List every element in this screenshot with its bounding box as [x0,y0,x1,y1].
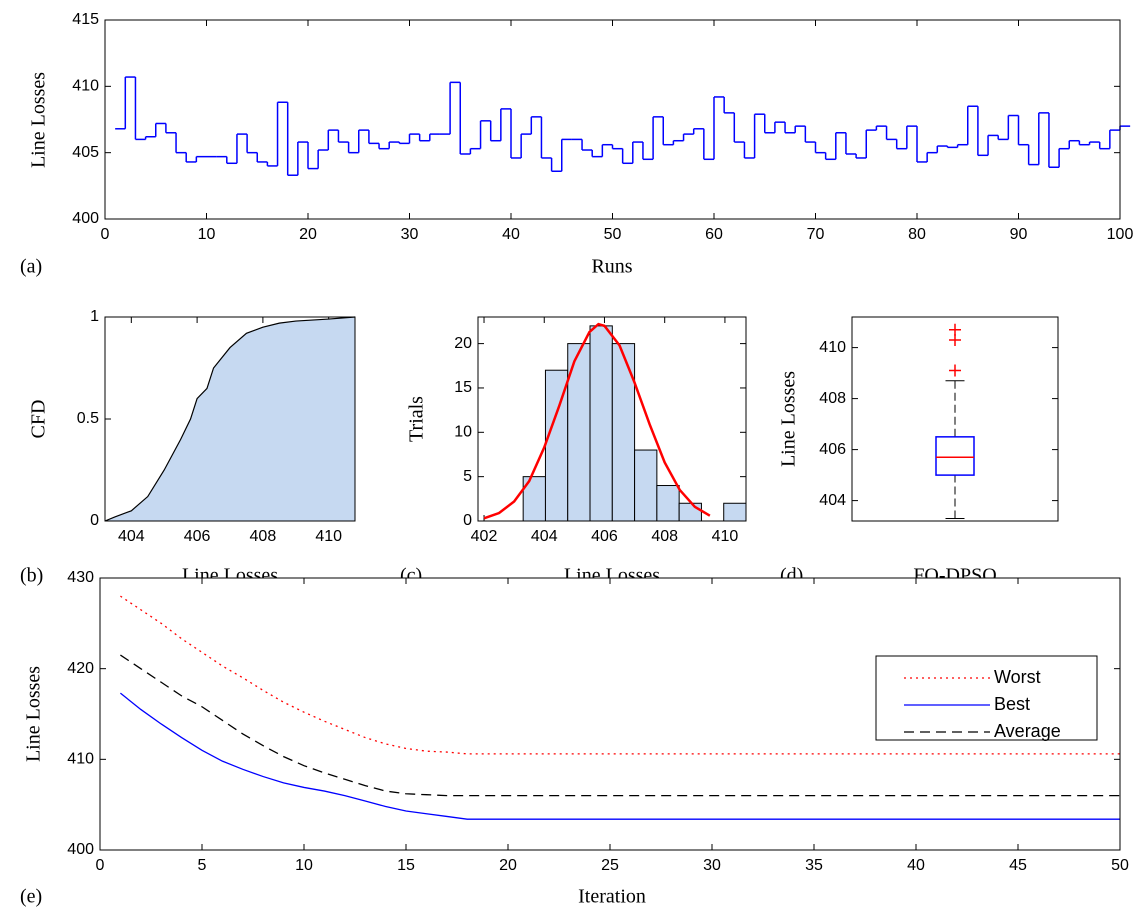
x-tick-label: 0 [101,226,110,243]
x-tick-label: 5 [198,857,207,874]
panel-label: (e) [20,886,42,908]
y-axis-label: Trials [406,396,428,442]
y-tick-label: 410 [67,751,94,768]
y-tick-label: 400 [72,210,99,227]
y-tick-label: 0.5 [77,410,99,427]
axes-frame [104,19,1121,220]
x-tick-label: 90 [1010,226,1028,243]
x-tick-label: 20 [299,226,317,243]
outlier [949,323,961,336]
legend-label: Average [994,721,1061,741]
y-tick-label: 20 [454,335,472,352]
x-tick-label: 408 [250,528,277,545]
axes-frame [477,316,747,522]
x-tick-label: 410 [712,528,739,545]
y-tick-label: 400 [67,841,94,858]
y-tick-label: 406 [819,441,846,458]
x-tick-label: 404 [531,528,558,545]
x-tick-label: 20 [499,857,517,874]
x-tick-label: 402 [471,528,498,545]
bar [634,449,658,522]
y-tick-label: 5 [463,468,472,485]
outlier [949,333,961,346]
y-tick-label: 10 [454,424,472,441]
y-tick-label: 405 [72,144,99,161]
bar [656,485,680,522]
y-tick-label: 410 [72,78,99,95]
x-tick-label: 40 [907,857,925,874]
y-tick-label: 420 [67,660,94,677]
box [935,436,975,476]
x-tick-label: 45 [1009,857,1027,874]
y-tick-label: 1 [90,308,99,325]
x-tick-label: 40 [502,226,520,243]
x-tick-label: 50 [604,226,622,243]
x-tick-label: 35 [805,857,823,874]
y-axis-label: Line Losses [778,371,800,467]
x-tick-label: 30 [703,857,721,874]
y-tick-label: 415 [72,11,99,28]
panel-label: (b) [20,565,43,587]
bar [678,502,702,522]
x-tick-label: 404 [118,528,145,545]
series-line [120,654,1120,797]
x-tick-label: 406 [184,528,211,545]
axes-frame [851,316,1059,522]
y-axis-label: CFD [28,400,50,439]
x-axis-label: Iteration [578,886,646,908]
x-tick-label: 70 [807,226,825,243]
x-tick-label: 15 [397,857,415,874]
cfd-line [104,316,356,522]
x-tick-label: 100 [1107,226,1134,243]
y-tick-label: 0 [463,512,472,529]
outlier [949,364,961,377]
y-tick-label: 15 [454,379,472,396]
y-tick-label: 408 [819,390,846,407]
fit-curve [483,322,711,520]
legend-label: Worst [994,667,1041,687]
x-tick-label: 410 [315,528,342,545]
y-tick-label: 404 [819,492,846,509]
series-line [120,595,1120,755]
x-tick-label: 30 [401,226,419,243]
y-tick-label: 430 [67,569,94,586]
x-tick-label: 80 [908,226,926,243]
series-line [119,692,1120,820]
x-tick-label: 0 [96,857,105,874]
bar [611,343,636,522]
y-axis-label: Line Losses [23,666,45,762]
y-axis-label: Line Losses [28,72,50,168]
y-tick-label: 410 [819,339,846,356]
legend-box [875,655,1098,741]
x-tick-label: 25 [601,857,619,874]
panel-label: (a) [20,256,42,278]
x-tick-label: 10 [198,226,216,243]
y-tick-label: 0 [90,512,99,529]
axes-frame [104,316,356,522]
axes-background [105,20,1120,219]
x-tick-label: 406 [591,528,618,545]
legend-label: Best [994,694,1030,714]
bar [723,502,747,522]
x-tick-label: 50 [1111,857,1129,874]
x-axis-label: Runs [591,256,632,278]
x-tick-label: 10 [295,857,313,874]
x-tick-label: 60 [705,226,723,243]
bar [589,325,613,522]
area-fill [105,317,355,521]
x-tick-label: 408 [651,528,678,545]
axes-frame [99,577,1121,851]
